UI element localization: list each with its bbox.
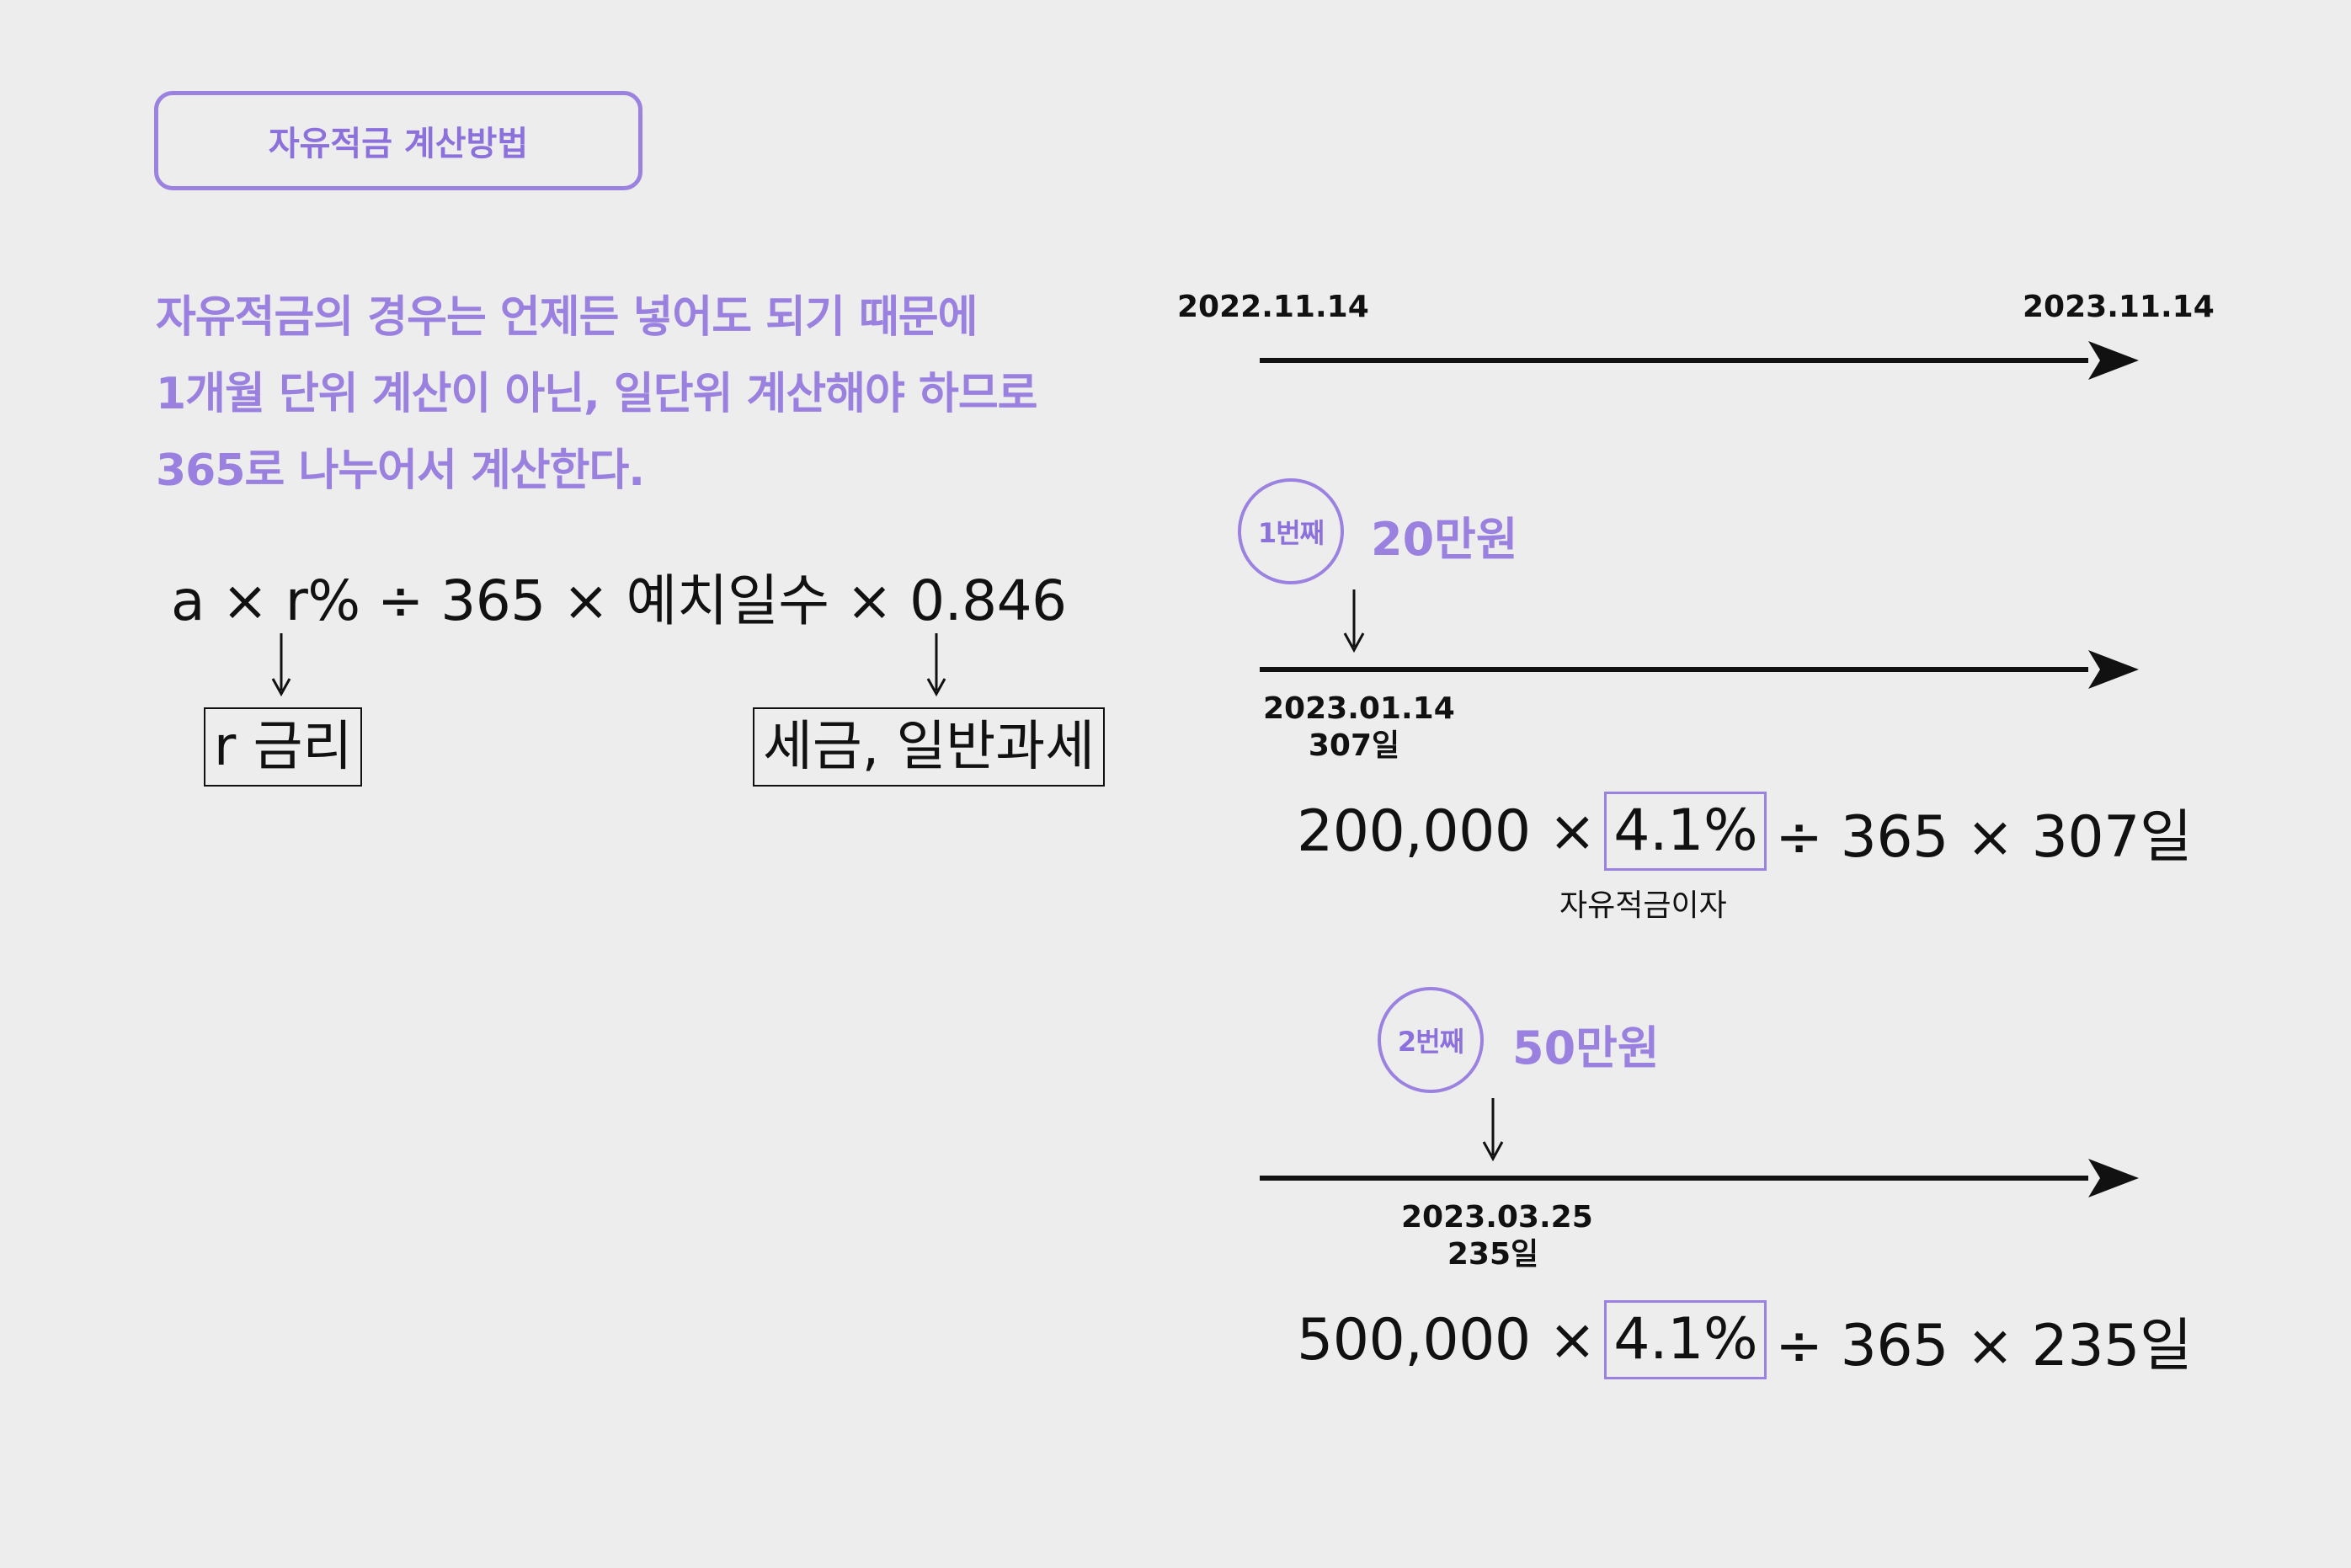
deposit-2-days: 235일 [1447, 1237, 1539, 1272]
general-formula: a × r% ÷ 365 × 예치일수 × 0.846 [171, 568, 1067, 633]
deposit-2-badge: 2번째 [1378, 987, 1484, 1093]
deposit-2-rate-box: 4.1% [1604, 1300, 1767, 1379]
rate-down-arrow [271, 633, 291, 697]
deposit-1-days: 307일 [1308, 728, 1400, 763]
rate-note-label: r 금리 [214, 716, 353, 778]
deposit-1-amount: 20만원 [1371, 513, 1518, 566]
deposit-1-calc-right: ÷ 365 × 307일 [1775, 803, 2193, 871]
deposit-1-date: 2023.01.14 [1263, 691, 1455, 726]
intro-line: 자유적금의 경우는 언제든 넣어도 되기 때문에 [156, 292, 978, 343]
deposit-2-date-block: 2023.03.25 235일 [1401, 1199, 1593, 1273]
title-badge: 자유적금 계산방법 [154, 91, 642, 190]
intro-line: 1개월 단위 계산이 아닌, 일단위 계산해야 하므로 [156, 369, 1038, 419]
deposit-2-amount: 50만원 [1512, 1021, 1660, 1075]
deposit-2-line-arrow [1260, 1159, 2139, 1197]
deposit-1-date-block: 2023.01.14 307일 [1263, 691, 1455, 765]
tax-note-label: 세금, 일반과세 [763, 716, 1095, 778]
intro-text: 자유적금의 경우는 언제든 넣어도 되기 때문에 1개월 단위 계산이 아닌, … [156, 280, 1038, 509]
deposit-1-calculation: 200,000 × 4.1% ÷ 365 × 307일 [1297, 790, 2193, 872]
timeline-start-date: 2022.11.14 [1177, 290, 1369, 324]
deposit-1-line-arrow [1260, 650, 2139, 689]
deposit-2-badge-label: 2번째 [1397, 1026, 1464, 1058]
deposit-1-badge: 1번째 [1238, 478, 1344, 584]
timeline-arrow [1260, 341, 2139, 380]
rate-caption: 자유적금이자 [1559, 888, 1727, 923]
timeline-end-date: 2023.11.14 [2023, 290, 2215, 324]
deposit-1-calc-left: 200,000 × [1297, 797, 1597, 865]
title-badge-label: 자유적금 계산방법 [268, 125, 529, 163]
deposit-2-calc-right: ÷ 365 × 235일 [1775, 1312, 2193, 1379]
intro-line: 365로 나누어서 계산한다. [156, 445, 645, 496]
deposit-1-badge-label: 1번째 [1257, 517, 1325, 549]
deposit-2-down-arrow [1482, 1098, 1504, 1162]
tax-note: 세금, 일반과세 [753, 707, 1105, 787]
deposit-2-calc-left: 500,000 × [1297, 1306, 1597, 1373]
tax-down-arrow [926, 633, 946, 697]
deposit-1-down-arrow [1343, 589, 1365, 653]
rate-note: r 금리 [204, 707, 363, 787]
deposit-2-calculation: 500,000 × 4.1% ÷ 365 × 235일 [1297, 1299, 2193, 1381]
deposit-1-rate-box: 4.1% [1604, 792, 1767, 871]
deposit-2-date: 2023.03.25 [1401, 1200, 1593, 1235]
